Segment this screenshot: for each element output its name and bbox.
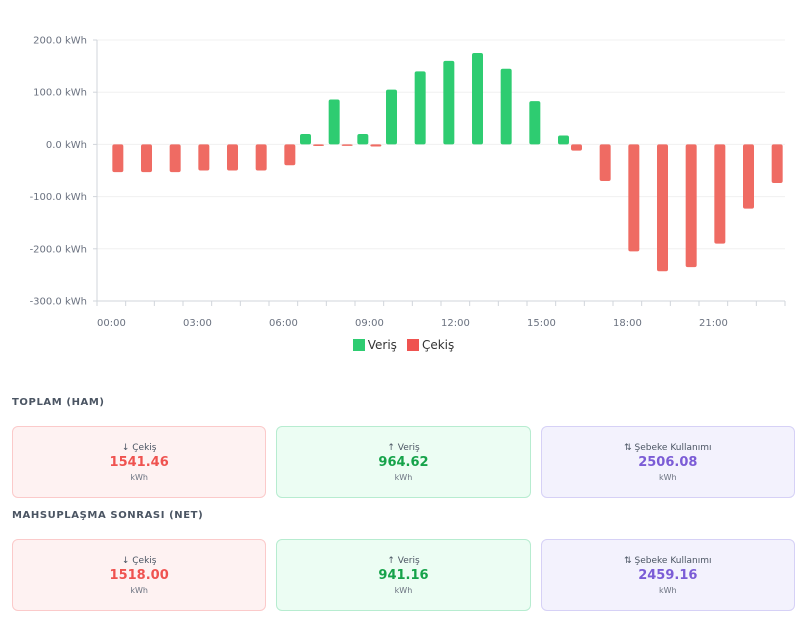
bar-feed-hour-9[interactable] [357, 133, 369, 145]
net-draw-card: ↓ Çekiş 1518.00 kWh [12, 539, 267, 611]
raw-summary-cards: ↓ Çekiş 1541.46 kWh ↑ Veriş 964.62 kWh ⇅… [12, 426, 795, 498]
net-grid-usage-unit: kWh [659, 585, 677, 595]
x-tick-label: 12:00 [441, 318, 470, 329]
net-section-title: MAHSUPLAŞMA SONRASI (NET) [12, 510, 204, 521]
raw-draw-card: ↓ Çekiş 1541.46 kWh [12, 426, 267, 498]
raw-draw-label: ↓ Çekiş [121, 442, 157, 453]
bar-draw-hour-7[interactable] [313, 144, 324, 146]
raw-grid-usage-card: ⇅ Şebeke Kullanımı 2506.08 kWh [540, 426, 795, 498]
bar-draw-hour-9[interactable] [370, 144, 382, 147]
net-draw-value: 1518.00 [109, 567, 169, 583]
y-tick-label: -200.0 kWh [30, 244, 87, 255]
y-tick-label: -100.0 kWh [30, 192, 87, 203]
raw-grid-usage-unit: kWh [659, 472, 677, 482]
raw-feed-label: ↑ Veriş [387, 442, 420, 453]
raw-section-title: TOPLAM (HAM) [12, 397, 105, 408]
raw-draw-value: 1541.46 [109, 454, 169, 470]
bar-draw-hour-3[interactable] [198, 144, 210, 171]
bar-draw-hour-18[interactable] [628, 144, 640, 252]
chart-bars [112, 53, 783, 272]
net-grid-usage-card: ⇅ Şebeke Kullanımı 2459.16 kWh [540, 539, 795, 611]
legend-label-draw: Çekiş [421, 338, 455, 352]
bar-draw-hour-0[interactable] [112, 144, 124, 173]
net-draw-label: ↓ Çekiş [121, 555, 157, 566]
bar-feed-hour-8[interactable] [328, 99, 340, 145]
bar-feed-hour-13[interactable] [472, 53, 483, 145]
x-tick-label: 03:00 [183, 318, 212, 329]
legend-swatch-feed [352, 339, 365, 351]
energy-bar-chart: 200.0 kWh 100.0 kWh 0.0 kWh -100.0 kWh -200.… [30, 36, 786, 329]
bar-draw-hour-8[interactable] [341, 144, 353, 146]
bar-draw-hour-23[interactable] [771, 144, 783, 184]
bar-draw-hour-21[interactable] [714, 144, 726, 244]
chart-legend: Veriş Çekiş [0, 338, 807, 352]
bar-draw-hour-2[interactable] [169, 144, 181, 173]
net-summary-cards: ↓ Çekiş 1518.00 kWh ↑ Veriş 941.16 kWh ⇅… [12, 539, 795, 611]
bar-feed-hour-10[interactable] [386, 89, 397, 145]
y-tick-label: 100.0 kWh [33, 88, 87, 99]
legend-item-feed[interactable]: Veriş [352, 338, 397, 352]
net-feed-unit: kWh [394, 585, 413, 595]
bar-feed-hour-16[interactable] [558, 135, 569, 145]
raw-grid-usage-value: 2506.08 [638, 454, 698, 470]
y-tick-label: 200.0 kWh [33, 36, 87, 47]
bar-draw-hour-19[interactable] [657, 144, 668, 272]
x-tick-label: 09:00 [355, 318, 384, 329]
bar-draw-hour-17[interactable] [599, 144, 611, 181]
x-tick-label: 00:00 [97, 318, 126, 329]
chart-grid [97, 39, 785, 302]
net-grid-usage-label: ⇅ Şebeke Kullanımı [624, 555, 712, 566]
net-feed-label: ↑ Veriş [387, 555, 420, 566]
bar-draw-hour-4[interactable] [227, 144, 238, 171]
bar-feed-hour-11[interactable] [414, 71, 426, 145]
raw-feed-value: 964.62 [378, 454, 429, 470]
bar-feed-hour-15[interactable] [529, 101, 541, 145]
raw-grid-usage-label: ⇅ Şebeke Kullanımı [624, 442, 712, 453]
bar-draw-hour-6[interactable] [284, 144, 296, 166]
bar-draw-hour-5[interactable] [255, 144, 267, 171]
raw-draw-unit: kWh [130, 472, 148, 482]
net-feed-value: 941.16 [378, 567, 429, 583]
x-tick-label: 21:00 [699, 318, 728, 329]
chart-axes: 200.0 kWh 100.0 kWh 0.0 kWh -100.0 kWh -200.… [30, 36, 786, 329]
legend-swatch-draw [406, 339, 419, 351]
bar-draw-hour-22[interactable] [743, 144, 754, 209]
legend-item-draw[interactable]: Çekiş [406, 338, 455, 352]
x-tick-label: 06:00 [269, 318, 298, 329]
bar-draw-hour-20[interactable] [685, 144, 697, 268]
y-tick-label: -300.0 kWh [30, 297, 87, 308]
x-tick-label: 18:00 [613, 318, 642, 329]
bar-feed-hour-7[interactable] [300, 133, 311, 145]
y-tick-label: 0.0 kWh [46, 140, 87, 151]
x-tick-label: 15:00 [527, 318, 556, 329]
bar-draw-hour-1[interactable] [141, 144, 152, 173]
raw-feed-unit: kWh [394, 472, 413, 482]
net-draw-unit: kWh [130, 585, 148, 595]
bar-feed-hour-14[interactable] [500, 68, 512, 145]
net-grid-usage-value: 2459.16 [638, 567, 698, 583]
net-feed-card: ↑ Veriş 941.16 kWh [276, 539, 531, 611]
legend-label-feed: Veriş [367, 338, 397, 352]
bar-feed-hour-12[interactable] [443, 60, 455, 145]
bar-draw-hour-16[interactable] [571, 144, 582, 151]
raw-feed-card: ↑ Veriş 964.62 kWh [276, 426, 531, 498]
